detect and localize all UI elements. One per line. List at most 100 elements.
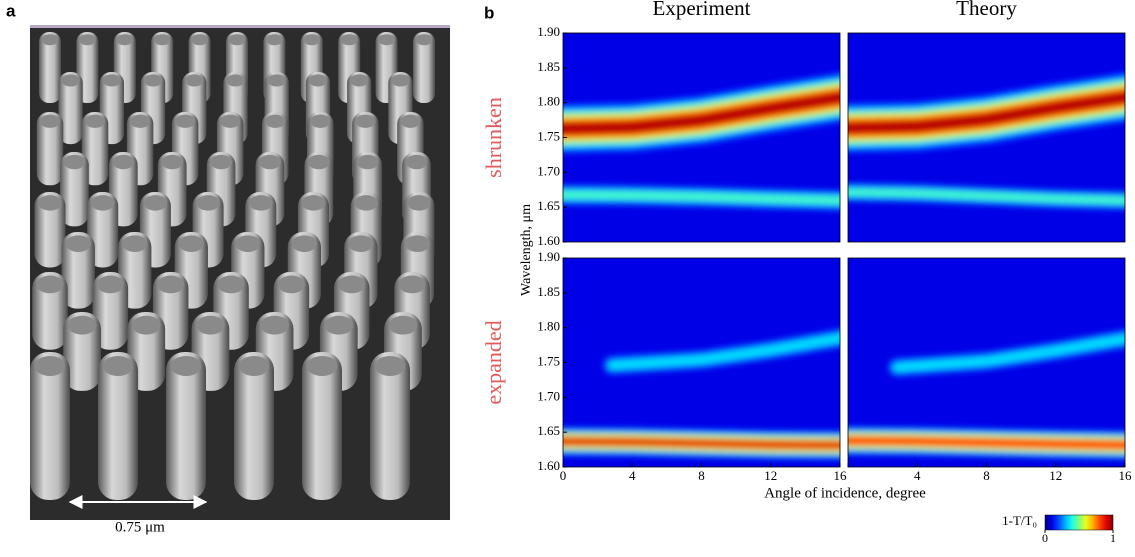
pillar-top <box>161 154 184 170</box>
pillar-top <box>266 34 283 46</box>
heatmap-panel <box>563 33 840 242</box>
x-tick-label: 12 <box>1049 468 1062 483</box>
sem-image <box>30 25 450 520</box>
pillar-top <box>235 235 261 252</box>
pillar <box>36 112 64 186</box>
y-tick-label: 1.70 <box>537 163 560 178</box>
pillar-top <box>143 195 168 211</box>
column-title: Theory <box>956 0 1017 20</box>
y-tick-label: 1.60 <box>537 458 560 473</box>
pillar <box>166 352 206 500</box>
pillar <box>234 352 274 500</box>
y-tick-label: 1.65 <box>537 198 560 213</box>
pillar-top <box>391 74 410 87</box>
pillar-top <box>153 34 171 46</box>
pillar-top <box>38 195 62 211</box>
heatmap-bands <box>563 71 840 211</box>
panel-frame <box>847 32 1126 243</box>
pillar-top <box>308 74 328 87</box>
pillar-top <box>374 356 406 376</box>
panel-label: a <box>6 1 16 20</box>
pillar-top <box>226 74 245 87</box>
pillar-top <box>260 315 289 335</box>
scale-bar-label: 0.75 μm <box>115 519 165 535</box>
pillar-top <box>84 114 106 128</box>
y-tick-label: 1.75 <box>537 128 560 143</box>
y-tick-label: 1.90 <box>537 249 560 264</box>
pillar-top <box>356 154 379 170</box>
pillar-top <box>102 74 122 87</box>
pillar-top <box>79 34 96 46</box>
pillar-top <box>112 154 135 170</box>
pillar-top <box>291 235 317 252</box>
pillar <box>58 72 83 145</box>
pillar-top <box>388 315 418 335</box>
pillar-top <box>249 195 273 211</box>
heatmap-panel <box>848 33 1125 242</box>
pillar-top <box>178 235 204 252</box>
pillar <box>98 352 138 500</box>
pillar <box>61 232 95 309</box>
pillar-top <box>307 154 330 170</box>
pillar <box>413 32 435 103</box>
y-tick-label: 1.85 <box>537 59 560 74</box>
x-tick-label: 8 <box>983 468 990 483</box>
band <box>848 189 1125 204</box>
pillar-top <box>157 275 185 294</box>
pillar-top <box>196 195 220 211</box>
pillar-top <box>407 195 431 211</box>
pillar-top <box>306 356 338 376</box>
pillar-top <box>130 114 151 128</box>
pillar-top <box>355 114 376 128</box>
pillar-top <box>65 235 91 252</box>
colorbar-tick-label: 0 <box>1042 531 1048 545</box>
pillar-top <box>338 275 366 294</box>
pillar-top <box>220 114 241 128</box>
colorbar-tick-label: 1 <box>1110 531 1116 545</box>
pillar-top <box>191 34 208 46</box>
pillar-top <box>143 74 163 87</box>
band <box>848 437 1125 449</box>
pillar-top <box>61 74 80 87</box>
pillar-top <box>277 275 305 294</box>
y-tick-label: 1.70 <box>537 388 560 403</box>
pillar <box>32 272 68 350</box>
pillar <box>370 352 410 500</box>
column-title: Experiment <box>653 0 751 20</box>
pillar-top <box>36 275 64 294</box>
pillar-top <box>131 315 161 335</box>
pillar-top <box>122 235 148 252</box>
band <box>563 191 840 204</box>
pillar-top <box>303 34 321 46</box>
row-label: shrunken <box>481 97 506 178</box>
pillar <box>92 272 129 350</box>
band <box>608 333 840 370</box>
pillar-top <box>63 154 86 170</box>
pillar-top <box>349 74 369 87</box>
pillar-top <box>175 114 196 128</box>
heatmap-panel <box>563 258 840 467</box>
heatmap-bands <box>848 328 1125 460</box>
pillar-top <box>90 195 115 211</box>
pillar-top <box>102 356 134 376</box>
x-tick-label: 16 <box>1119 468 1133 483</box>
band <box>563 439 840 447</box>
heatmap-panel <box>848 258 1125 467</box>
pillar-top <box>259 154 281 170</box>
x-tick-label: 0 <box>560 468 567 483</box>
pillar-top <box>415 34 433 46</box>
pillar-top <box>310 114 331 128</box>
pillar-top <box>67 315 97 335</box>
y-tick-label: 1.60 <box>537 233 560 248</box>
band <box>563 91 840 135</box>
pillar-top <box>41 34 59 46</box>
pillar-top <box>378 34 395 46</box>
pillar-top <box>405 154 428 170</box>
pillar-top <box>324 315 354 335</box>
pillar <box>34 192 66 268</box>
pillar-top <box>196 315 225 335</box>
pillar-top <box>404 235 431 252</box>
y-tick-label: 1.65 <box>537 423 560 438</box>
x-tick-label: 16 <box>834 468 848 483</box>
